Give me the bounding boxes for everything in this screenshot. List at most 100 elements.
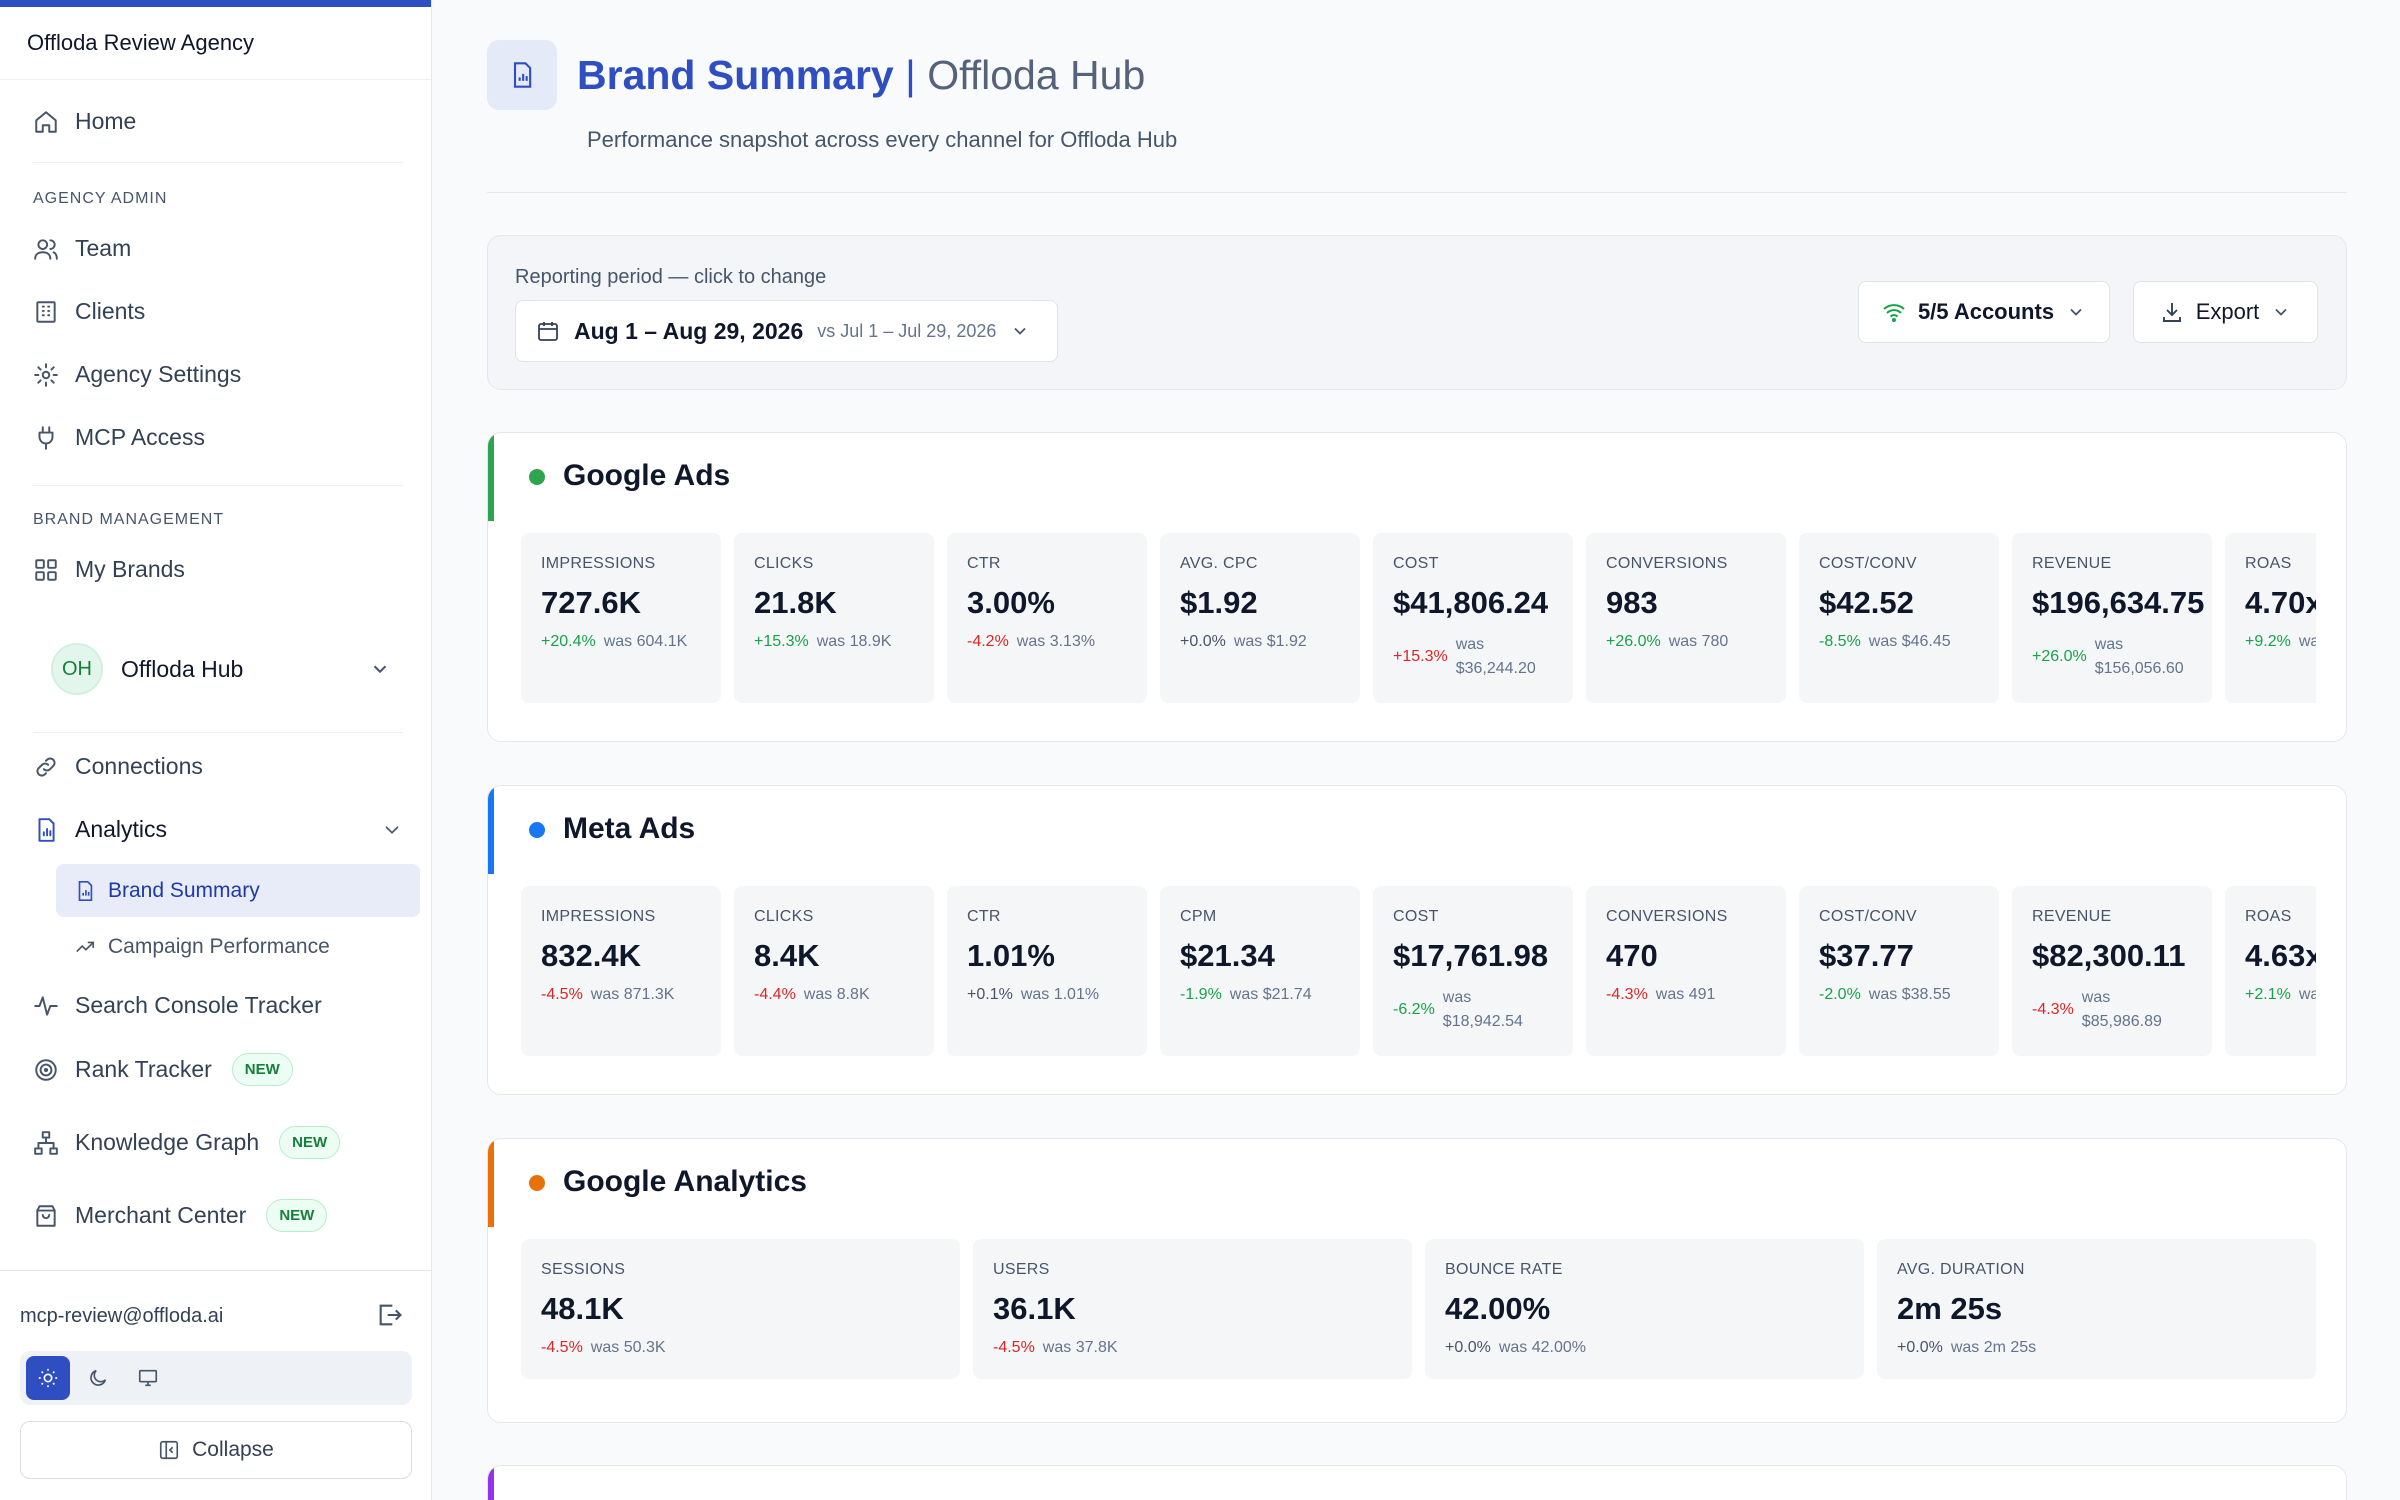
sidebar-item-label: Team: [75, 235, 132, 261]
document-chart-icon: [513, 62, 532, 88]
sidebar-item-label: Rank Tracker: [75, 1056, 212, 1082]
metric-change: -4.2%: [967, 633, 1009, 650]
sidebar-footer: mcp-review@offloda.ai Collapse: [0, 1270, 431, 1500]
metric-card-conversions: CONVERSIONS 470 -4.3% was 491: [1586, 886, 1786, 1056]
metric-label: COST: [1393, 908, 1439, 925]
metric-value: 832.4K: [541, 938, 641, 973]
metric-previous: was 42.00%: [1498, 1339, 1586, 1356]
metric-previous: was $18,942.54: [1442, 989, 1523, 1030]
metric-previous: was $38.55: [1868, 986, 1951, 1003]
section-title: Google Analytics: [563, 1165, 807, 1198]
sidebar-item-rank-tracker[interactable]: Rank Tracker NEW: [33, 1053, 293, 1086]
metric-card-impressions: IMPRESSIONS 832.4K -4.5% was 871.3K: [521, 886, 721, 1056]
metric-value: 2m 25s: [1897, 1291, 2003, 1326]
metric-comparison: -1.9% was $21.74: [1180, 986, 1340, 1004]
agency-name[interactable]: Offloda Review Agency: [0, 7, 431, 80]
brand-selector[interactable]: OH Offloda Hub: [51, 640, 391, 698]
metric-change: +9.2%: [2245, 633, 2291, 650]
wifi-icon: [1883, 304, 1905, 322]
users-icon: [34, 238, 58, 260]
sidebar-item-label: Agency Settings: [75, 361, 242, 387]
export-dropdown[interactable]: Export: [2133, 281, 2318, 343]
sidebar-item-search-console-tracker[interactable]: Search Console Tracker: [33, 992, 322, 1019]
metric-value: $17,761.98: [1393, 938, 1549, 973]
metric-card-conversions: CONVERSIONS 983 +26.0% was 780: [1586, 533, 1786, 703]
dark-theme-button[interactable]: [76, 1356, 120, 1400]
logout-icon[interactable]: [376, 1301, 404, 1329]
sidebar-item-my-brands[interactable]: My Brands: [33, 556, 185, 583]
metric-label: CONVERSIONS: [1606, 555, 1728, 572]
calendar-icon: [538, 322, 558, 341]
metrics-row: SESSIONS 48.1K -4.5% was 50.3K USERS 36.1K -4.…: [521, 1239, 2316, 1379]
metric-previous: was $36,244.20: [1455, 636, 1536, 677]
sidebar-item-label: Analytics: [75, 816, 168, 842]
sidebar-item-label: Connections: [75, 753, 203, 779]
metric-change: -6.2%: [1393, 1001, 1435, 1018]
metric-change: -2.0%: [1819, 986, 1861, 1003]
sidebar-item-team[interactable]: Team: [33, 235, 131, 262]
section-accent: [488, 1139, 494, 1227]
sidebar-item-label: Campaign Performance: [108, 934, 330, 958]
metric-card-revenue: REVENUE $82,300.11 -4.3% was $85,986.89: [2012, 886, 2212, 1056]
metric-comparison: +26.0% was 780: [1606, 633, 1766, 651]
chevron-down-icon: [2275, 308, 2287, 316]
metric-previous: was $156,056.60: [2094, 636, 2184, 677]
metric-card-ctr: CTR 1.01% +0.1% was 1.01%: [947, 886, 1147, 1056]
date-range: Aug 1 – Aug 29, 2026: [574, 317, 804, 344]
sidebar-accent-bar: [0, 0, 431, 7]
sidebar-item-mcp-access[interactable]: MCP Access: [33, 424, 205, 451]
sun-icon: [38, 1368, 58, 1388]
metric-label: CPM: [1180, 908, 1217, 925]
sidebar-item-knowledge-graph[interactable]: Knowledge Graph NEW: [33, 1126, 341, 1159]
sidebar-item-connections[interactable]: Connections: [33, 753, 203, 780]
gear-icon: [34, 362, 58, 387]
theme-switch: [20, 1351, 412, 1405]
compare-range: vs Jul 1 – Jul 29, 2026: [817, 320, 997, 341]
sidebar-item-clients[interactable]: Clients: [33, 298, 145, 325]
agency-admin-label: AGENCY ADMIN: [33, 190, 168, 207]
download-icon: [2162, 303, 2181, 322]
sidebar-item-agency-settings[interactable]: Agency Settings: [33, 361, 241, 388]
metric-comparison: -4.5% was 37.8K: [993, 1339, 1392, 1357]
metric-label: CONVERSIONS: [1606, 908, 1728, 925]
divider: [33, 162, 403, 163]
sidebar-item-brand-summary[interactable]: Brand Summary: [56, 864, 420, 917]
page-icon: [487, 40, 557, 110]
metric-change: +20.4%: [541, 633, 596, 650]
sidebar-item-label: Search Console Tracker: [75, 992, 322, 1018]
metric-card-cost: COST $17,761.98 -6.2% was $18,942.54: [1373, 886, 1573, 1056]
status-dot: [529, 469, 545, 485]
metric-comparison: -6.2% was $18,942.54: [1393, 986, 1553, 1034]
collapse-button[interactable]: Collapse: [20, 1421, 412, 1479]
metric-value: $82,300.11: [2032, 938, 2186, 973]
metric-change: -4.3%: [1606, 986, 1648, 1003]
date-range-picker[interactable]: Aug 1 – Aug 29, 2026 vs Jul 1 – Jul 29, …: [515, 300, 1058, 362]
metric-card-cost: COST $41,806.24 +15.3% was $36,244.20: [1373, 533, 1573, 703]
metric-label: ROAS: [2245, 908, 2292, 925]
chevron-down-icon: [2070, 308, 2082, 316]
sidebar-item-merchant-center[interactable]: Merchant Center NEW: [33, 1199, 328, 1232]
metric-comparison: +0.0% was $1.92: [1180, 633, 1340, 651]
light-theme-button[interactable]: [26, 1356, 70, 1400]
metric-comparison: -4.2% was 3.13%: [967, 633, 1127, 651]
home-icon: [35, 110, 57, 133]
metrics-row: IMPRESSIONS 832.4K -4.5% was 871.3K CLICKS 8.…: [521, 886, 2316, 1056]
grid-icon: [35, 558, 57, 581]
sidebar-item-campaign-performance[interactable]: Campaign Performance: [56, 920, 420, 973]
metric-card-revenue: REVENUE $196,634.75 +26.0% was $156,056.60: [2012, 533, 2212, 703]
accounts-dropdown[interactable]: 5/5 Accounts: [1858, 281, 2110, 343]
metric-label: IMPRESSIONS: [541, 908, 656, 925]
system-theme-button[interactable]: [126, 1356, 170, 1400]
sidebar-item-label: Knowledge Graph: [75, 1129, 260, 1155]
sidebar-item-analytics[interactable]: Analytics: [33, 816, 403, 843]
divider: [33, 485, 403, 486]
sidebar-item-home[interactable]: Home: [33, 108, 136, 135]
chevron-down-icon: [1014, 327, 1027, 335]
divider: [487, 192, 2347, 193]
metric-label: CLICKS: [754, 555, 814, 572]
metric-change: -1.9%: [1180, 986, 1222, 1003]
status-dot: [529, 1175, 545, 1191]
brand-name: Offloda Hub: [121, 655, 244, 682]
metric-change: -4.5%: [541, 1339, 583, 1356]
metric-value: 36.1K: [993, 1291, 1076, 1326]
